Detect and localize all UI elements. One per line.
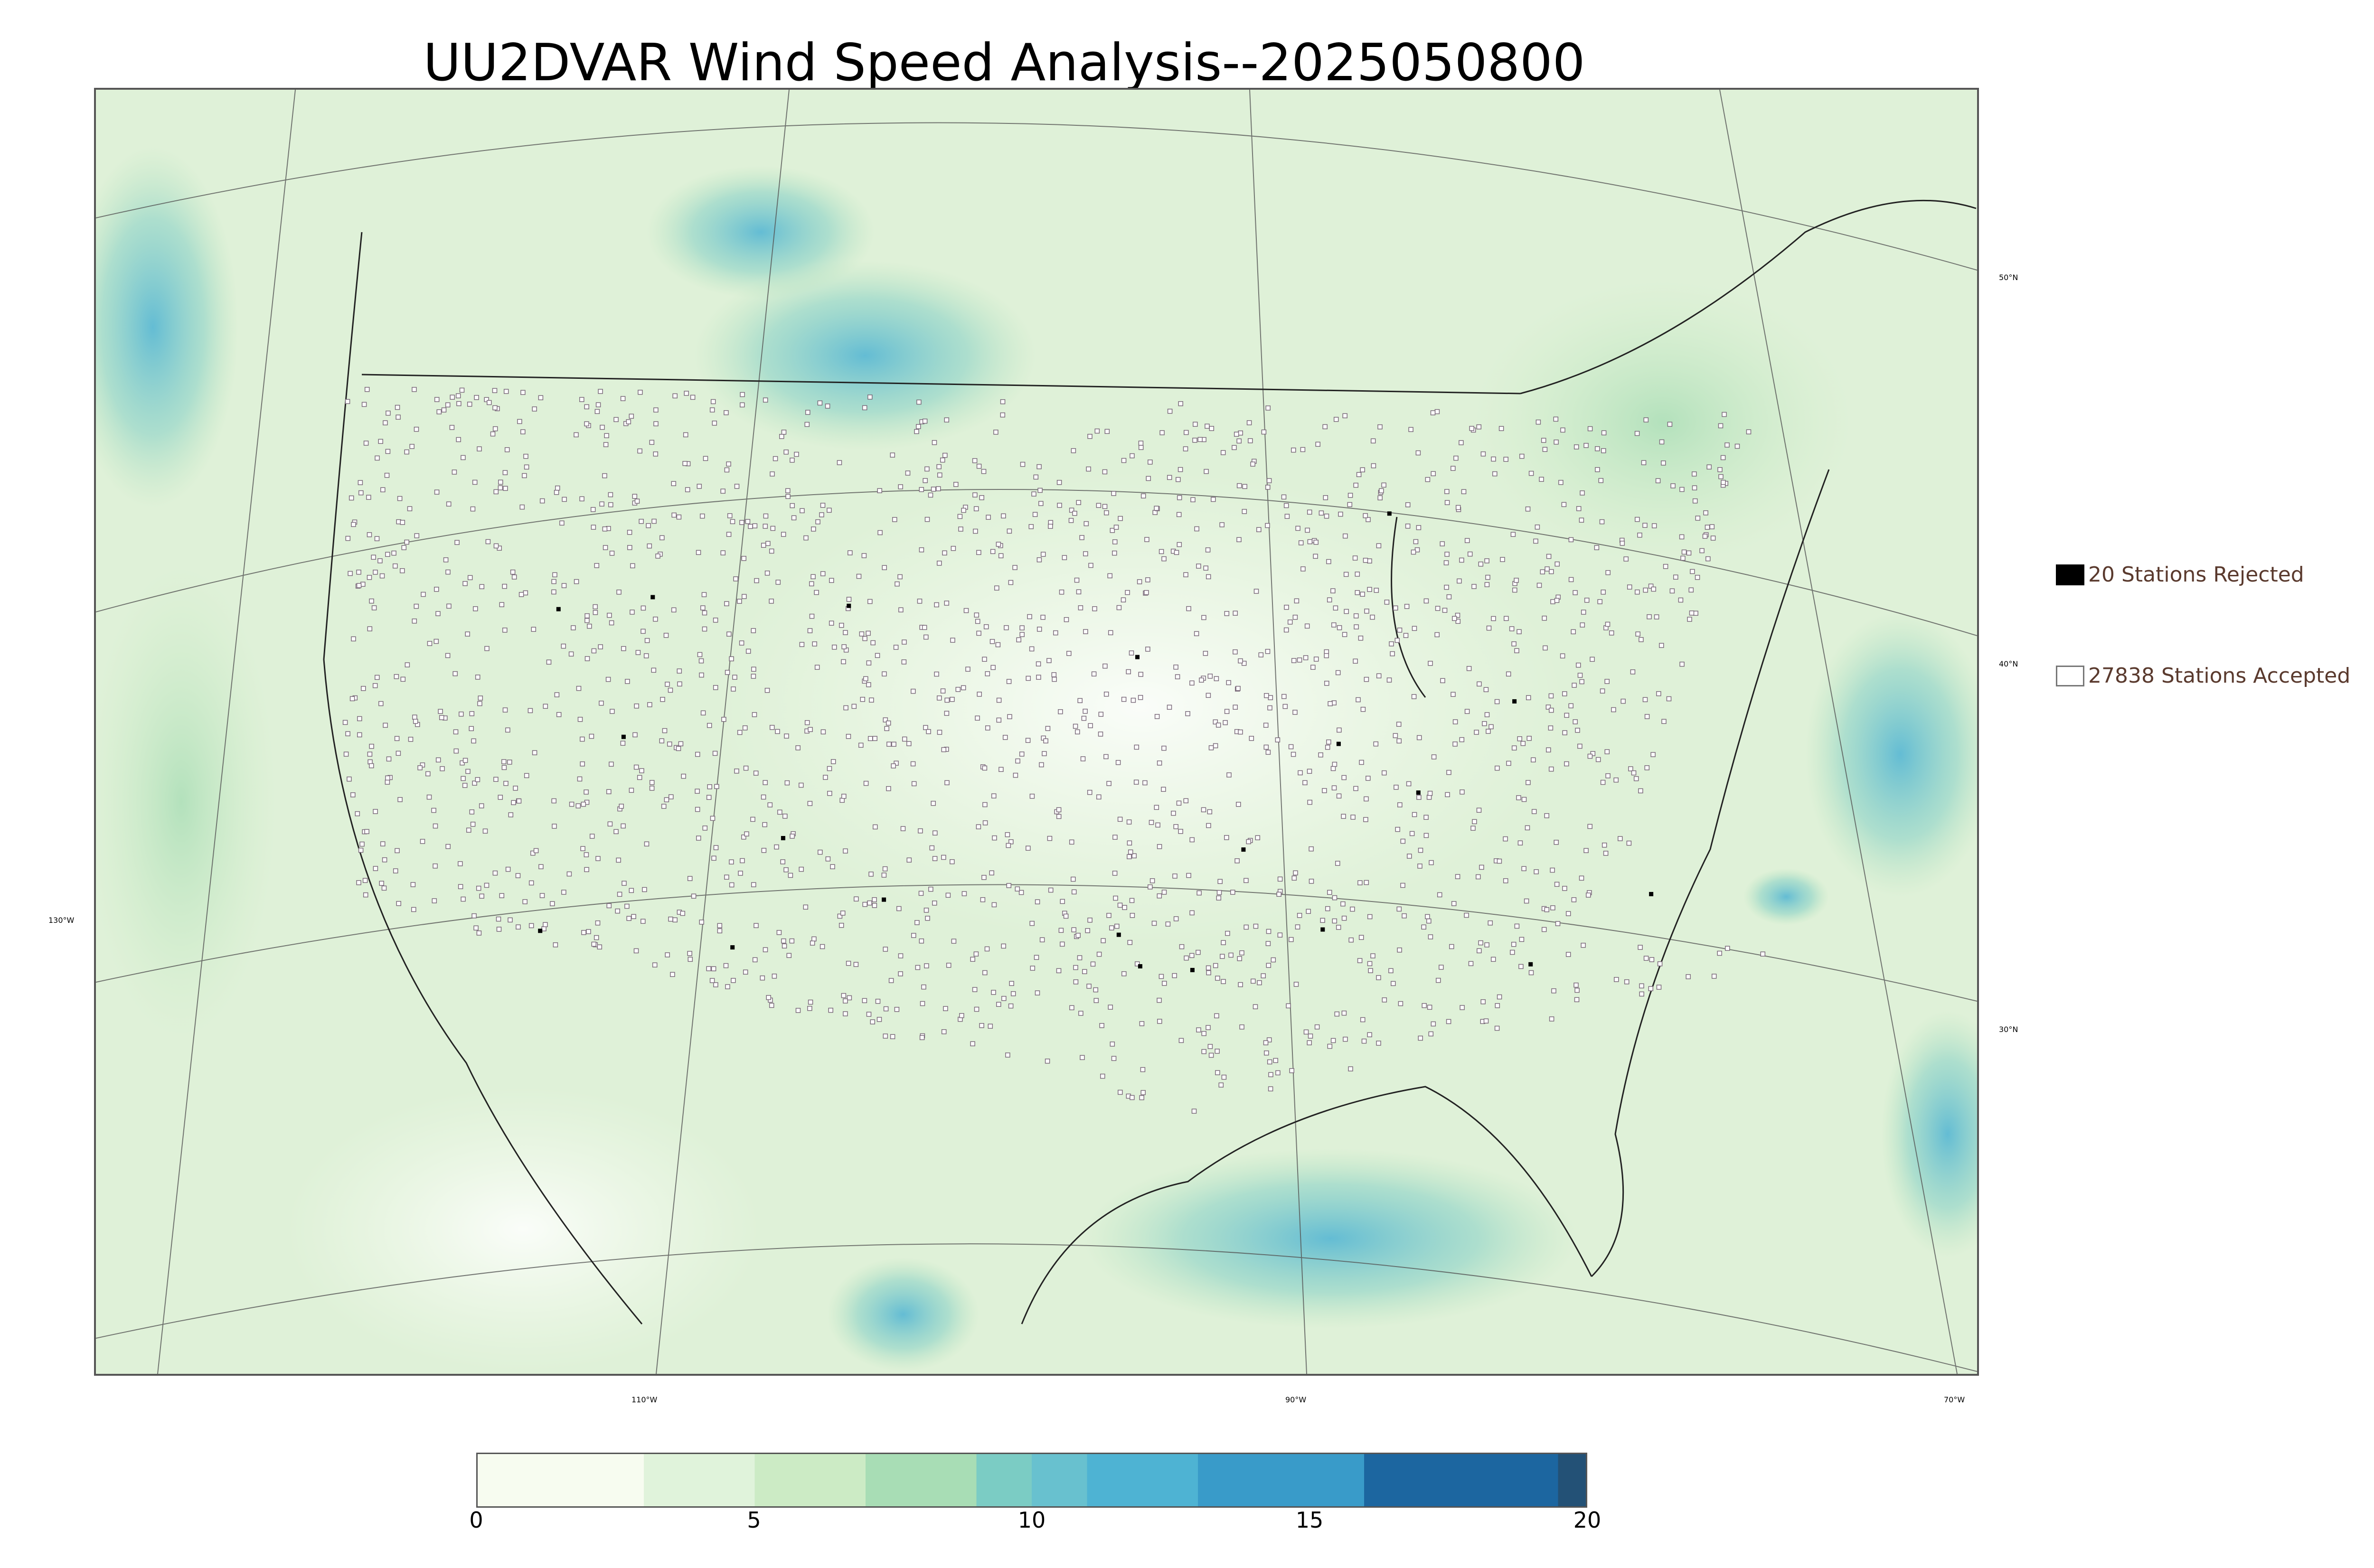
colorbar-tick-label: 10: [1017, 1507, 1046, 1533]
colorbar-tick-label: 20: [1573, 1507, 1602, 1533]
legend-rejected: 20 Stations Rejected: [2056, 563, 2304, 587]
lat-label-40n: 40°N: [1999, 659, 2018, 668]
lon-label-90w: 90°W: [1285, 1395, 1307, 1404]
accepted-station-swatch: [2056, 665, 2084, 686]
map-canvas: [96, 90, 1977, 1374]
legend-rejected-label: 20 Stations Rejected: [2088, 563, 2304, 587]
legend-accepted-label: 27838 Stations Accepted: [2088, 664, 2351, 688]
map-title: UU2DVAR Wind Speed Analysis--2025050800: [423, 33, 1585, 93]
lon-label-70w: 70°W: [1944, 1395, 1965, 1404]
colorbar-tick-label: 5: [747, 1507, 761, 1533]
lat-label-50n: 50°N: [1999, 273, 2018, 282]
wind-speed-map[interactable]: 50°N 40°N 30°N 130°W 110°W 90°W 70°W: [48, 88, 2018, 1404]
colorbar-tick-label: 0: [469, 1507, 483, 1533]
colorbar: [476, 1453, 1587, 1508]
lon-label-110w: 110°W: [631, 1395, 658, 1404]
rejected-station-swatch: [2056, 564, 2084, 585]
legend-accepted: 27838 Stations Accepted: [2056, 664, 2350, 688]
lat-label-30n: 30°N: [1999, 1025, 2018, 1034]
coastline-and-borders: [323, 199, 1977, 1324]
lon-label-130w: 130°W: [48, 916, 75, 925]
wind-field-shading: [96, 147, 1977, 1371]
colorbar-tick-label: 15: [1295, 1507, 1324, 1533]
station-markers: [342, 387, 1766, 1114]
